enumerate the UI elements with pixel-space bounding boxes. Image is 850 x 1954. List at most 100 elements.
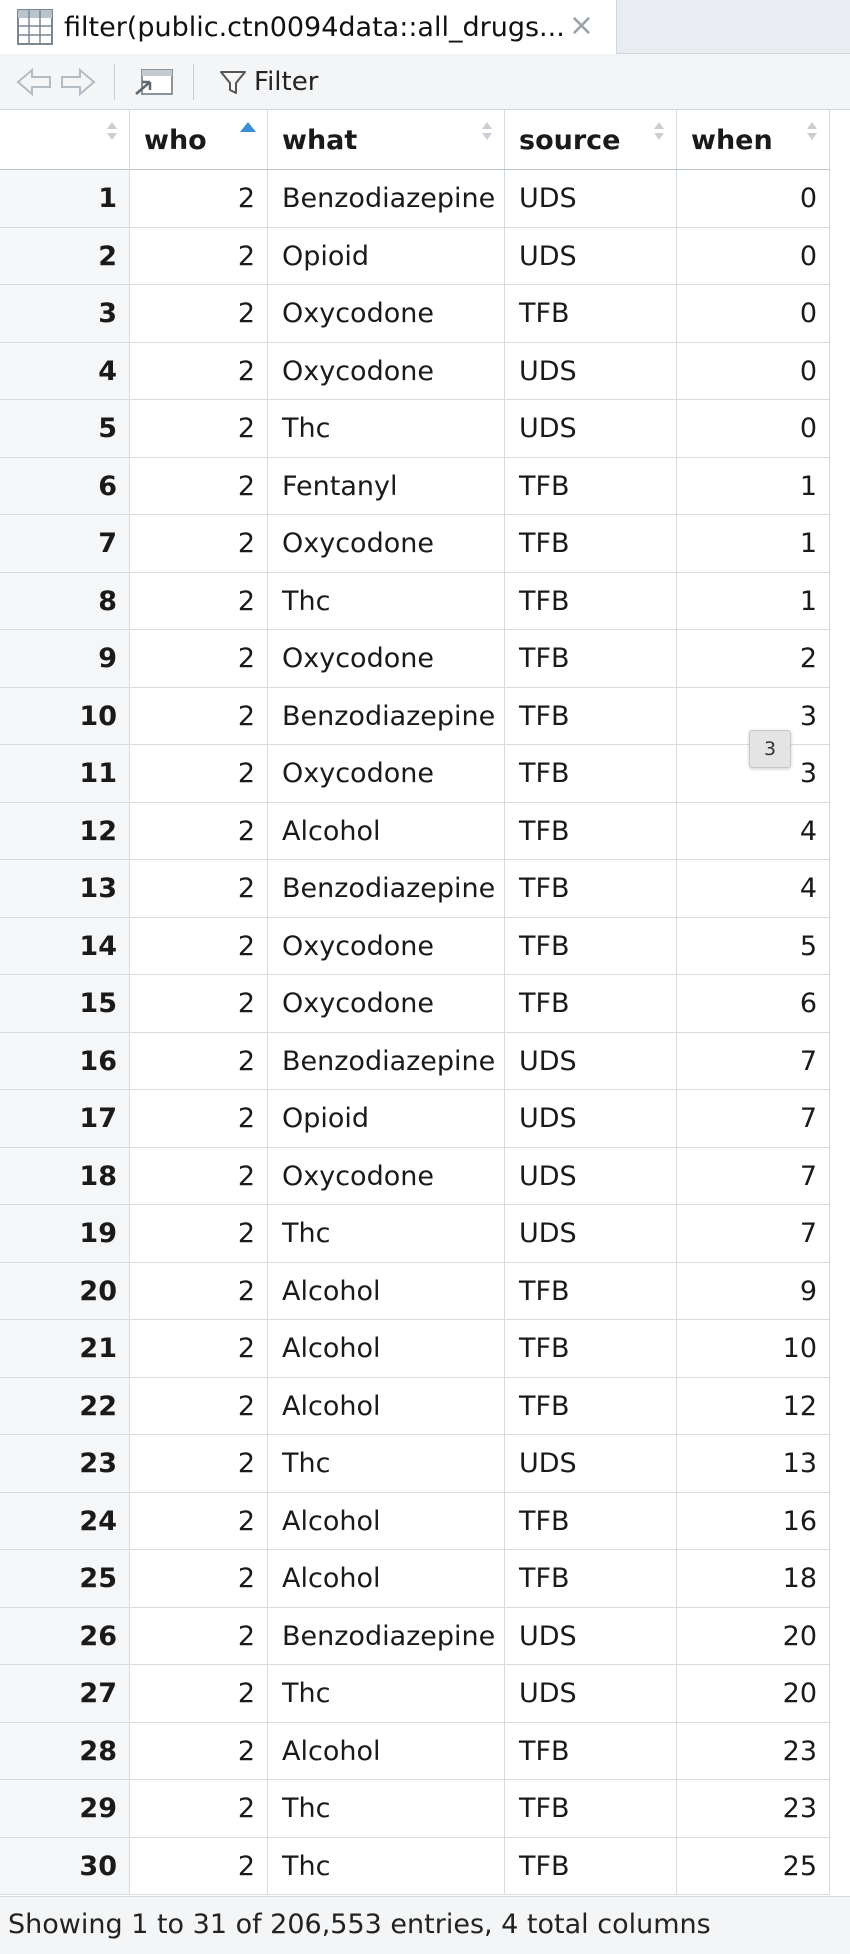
- table-row[interactable]: 25 2 Alcohol TFB 18: [0, 1550, 830, 1608]
- row-index: 30: [0, 1837, 130, 1894]
- cell-who: 2: [130, 400, 268, 457]
- row-index: 13: [0, 860, 130, 917]
- table-row[interactable]: 21 2 Alcohol TFB 10: [0, 1320, 830, 1378]
- arrow-right-icon[interactable]: [58, 64, 98, 100]
- popout-window-icon[interactable]: [132, 64, 176, 100]
- table-row[interactable]: 10 2 Benzodiazepine TFB 3: [0, 687, 830, 745]
- row-index: 5: [0, 400, 130, 457]
- table-row[interactable]: 26 2 Benzodiazepine UDS 20: [0, 1607, 830, 1665]
- cell-who: 2: [130, 342, 268, 399]
- cell-source: TFB: [505, 1837, 677, 1894]
- cell-what: Opioid: [268, 227, 505, 284]
- cell-source: TFB: [505, 515, 677, 572]
- cell-when: 0: [677, 170, 830, 227]
- cell-source: UDS: [505, 1665, 677, 1722]
- table-row[interactable]: 23 2 Thc UDS 13: [0, 1435, 830, 1493]
- arrow-left-icon[interactable]: [14, 64, 54, 100]
- cell-who: 2: [130, 1205, 268, 1262]
- close-icon[interactable]: ×: [568, 8, 594, 43]
- table-row[interactable]: 19 2 Thc UDS 7: [0, 1205, 830, 1263]
- column-header-label: when: [691, 125, 773, 156]
- table-row[interactable]: 16 2 Benzodiazepine UDS 7: [0, 1032, 830, 1090]
- cell-what: Alcohol: [268, 1492, 505, 1549]
- cell-source: UDS: [505, 342, 677, 399]
- table-row[interactable]: 15 2 Oxycodone TFB 6: [0, 975, 830, 1033]
- cell-who: 2: [130, 860, 268, 917]
- cell-who: 2: [130, 975, 268, 1032]
- cell-who: 2: [130, 1550, 268, 1607]
- column-header-index[interactable]: [0, 110, 130, 169]
- table-row[interactable]: 5 2 Thc UDS 0: [0, 400, 830, 458]
- column-header-label: source: [519, 125, 621, 156]
- cell-what: Oxycodone: [268, 342, 505, 399]
- table-row[interactable]: 30 2 Thc TFB 25: [0, 1837, 830, 1895]
- column-header-who[interactable]: who: [130, 110, 268, 169]
- cell-source: TFB: [505, 745, 677, 802]
- table-row[interactable]: 2 2 Opioid UDS 0: [0, 227, 830, 285]
- cell-what: Benzodiazepine: [268, 1032, 505, 1089]
- cell-what: Benzodiazepine: [268, 687, 505, 744]
- cell-who: 2: [130, 745, 268, 802]
- toolbar: Filter: [0, 54, 850, 110]
- table-row[interactable]: 12 2 Alcohol TFB 4: [0, 802, 830, 860]
- column-header-when[interactable]: when: [677, 110, 830, 169]
- table-row[interactable]: 6 2 Fentanyl TFB 1: [0, 457, 830, 515]
- row-index: 18: [0, 1147, 130, 1204]
- table-row[interactable]: 8 2 Thc TFB 1: [0, 572, 830, 630]
- cell-what: Oxycodone: [268, 630, 505, 687]
- cell-when: 18: [677, 1550, 830, 1607]
- cell-when: 16: [677, 1492, 830, 1549]
- table-row[interactable]: 14 2 Oxycodone TFB 5: [0, 917, 830, 975]
- cell-what: Benzodiazepine: [268, 170, 505, 227]
- row-index: 15: [0, 975, 130, 1032]
- table-grid-icon: [17, 9, 53, 45]
- cell-source: UDS: [505, 170, 677, 227]
- cell-when: 7: [677, 1147, 830, 1204]
- cell-when: 4: [677, 802, 830, 859]
- row-index: 2: [0, 227, 130, 284]
- cell-who: 2: [130, 457, 268, 514]
- row-index: 27: [0, 1665, 130, 1722]
- data-viewer-tab[interactable]: filter(public.ctn0094data::all_drugs... …: [0, 0, 617, 54]
- table-row[interactable]: 4 2 Oxycodone UDS 0: [0, 342, 830, 400]
- column-header-what[interactable]: what: [268, 110, 505, 169]
- cell-when: 7: [677, 1205, 830, 1262]
- cell-source: TFB: [505, 802, 677, 859]
- cell-what: Thc: [268, 572, 505, 629]
- cell-what: Oxycodone: [268, 285, 505, 342]
- cell-what: Alcohol: [268, 1550, 505, 1607]
- filter-button[interactable]: Filter: [218, 62, 318, 102]
- cell-what: Alcohol: [268, 1262, 505, 1319]
- row-index: 23: [0, 1435, 130, 1492]
- table-row[interactable]: 29 2 Thc TFB 23: [0, 1780, 830, 1838]
- cell-who: 2: [130, 1032, 268, 1089]
- cell-source: UDS: [505, 1147, 677, 1204]
- cell-source: UDS: [505, 400, 677, 457]
- table-row[interactable]: 18 2 Oxycodone UDS 7: [0, 1147, 830, 1205]
- table-row[interactable]: 27 2 Thc UDS 20: [0, 1665, 830, 1723]
- table-row[interactable]: 24 2 Alcohol TFB 16: [0, 1492, 830, 1550]
- column-header-label: what: [282, 125, 358, 156]
- table-row[interactable]: 9 2 Oxycodone TFB 2: [0, 630, 830, 688]
- table-row[interactable]: 17 2 Opioid UDS 7: [0, 1090, 830, 1148]
- cell-when: 0: [677, 227, 830, 284]
- table-row[interactable]: 1 2 Benzodiazepine UDS 0: [0, 170, 830, 228]
- table-row[interactable]: 20 2 Alcohol TFB 9: [0, 1262, 830, 1320]
- table-row[interactable]: 22 2 Alcohol TFB 12: [0, 1377, 830, 1435]
- column-header-source[interactable]: source: [505, 110, 677, 169]
- table-row[interactable]: 7 2 Oxycodone TFB 1: [0, 515, 830, 573]
- cell-what: Thc: [268, 1780, 505, 1837]
- cell-who: 2: [130, 1147, 268, 1204]
- cell-source: TFB: [505, 572, 677, 629]
- cell-source: UDS: [505, 1607, 677, 1664]
- cell-source: UDS: [505, 227, 677, 284]
- cell-source: UDS: [505, 1090, 677, 1147]
- row-index: 6: [0, 457, 130, 514]
- row-index: 16: [0, 1032, 130, 1089]
- table-row[interactable]: 28 2 Alcohol TFB 23: [0, 1722, 830, 1780]
- table-row[interactable]: 11 2 Oxycodone TFB 3: [0, 745, 830, 803]
- cell-who: 2: [130, 170, 268, 227]
- table-row[interactable]: 13 2 Benzodiazepine TFB 4: [0, 860, 830, 918]
- table-row[interactable]: 3 2 Oxycodone TFB 0: [0, 285, 830, 343]
- cell-who: 2: [130, 1780, 268, 1837]
